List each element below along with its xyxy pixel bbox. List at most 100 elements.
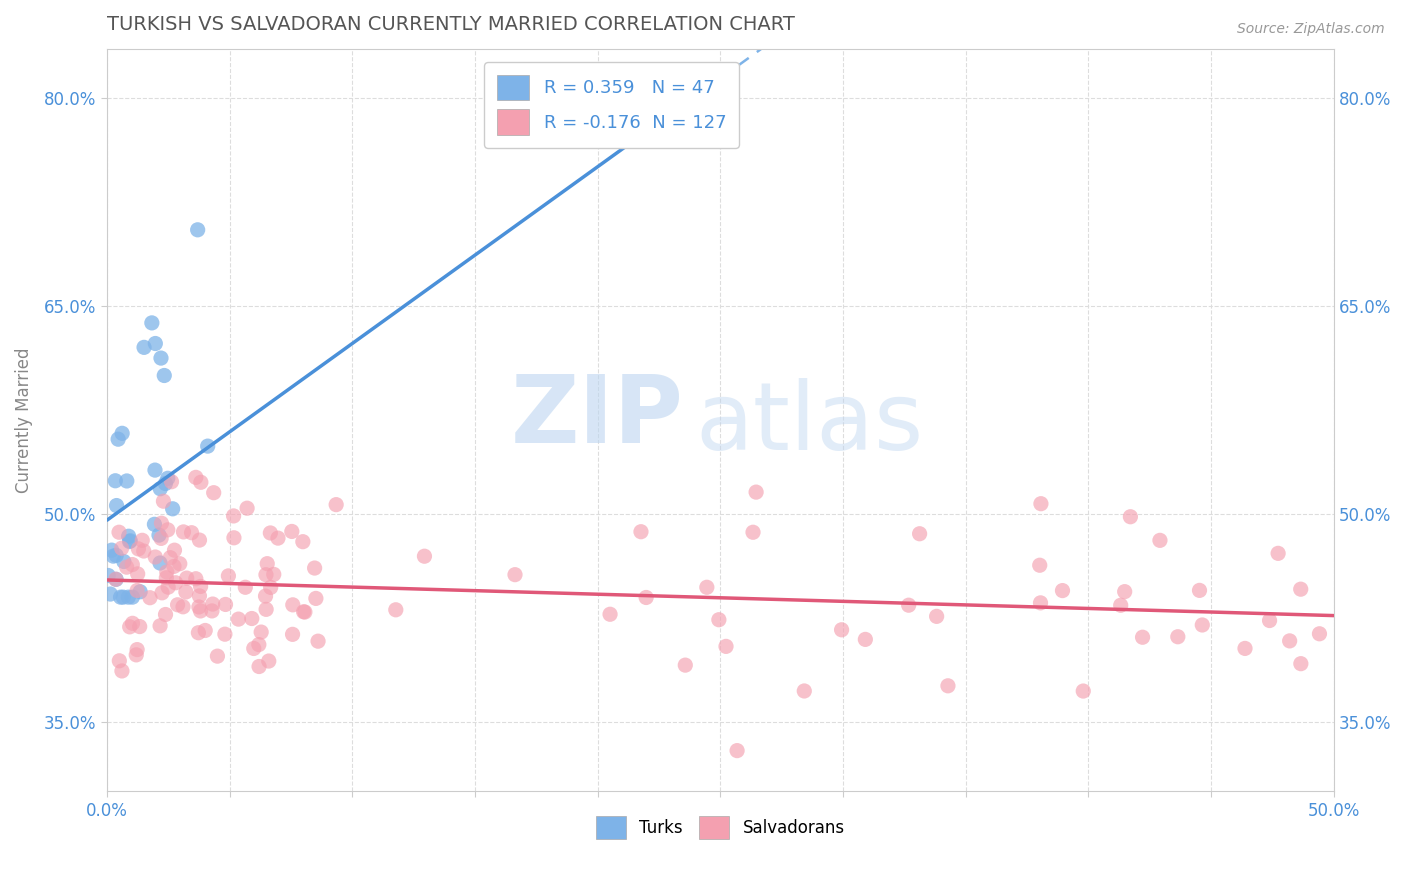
Point: [307, 634, 329, 648]
Point: [292, 605, 315, 619]
Point: [897, 598, 920, 612]
Point: [128, 619, 150, 633]
Point: [105, 499, 128, 513]
Point: [742, 525, 765, 540]
Point: [519, 132, 541, 146]
Point: [110, 590, 132, 604]
Point: [131, 533, 153, 548]
Point: [636, 591, 658, 605]
Point: [222, 531, 245, 545]
Y-axis label: Currently Married: Currently Married: [15, 348, 32, 493]
Point: [260, 581, 283, 595]
Point: [254, 567, 277, 582]
Point: [162, 501, 184, 516]
Point: [129, 584, 152, 599]
Point: [197, 439, 219, 453]
Point: [675, 132, 697, 146]
Point: [188, 533, 211, 547]
Point: [908, 526, 931, 541]
Point: [174, 585, 197, 599]
Point: [176, 571, 198, 585]
Point: [1308, 627, 1330, 641]
Point: [613, 132, 636, 146]
Point: [678, 132, 700, 146]
Point: [159, 550, 181, 565]
Point: [202, 485, 225, 500]
Point: [165, 575, 187, 590]
Point: [707, 613, 730, 627]
Point: [259, 525, 281, 540]
Point: [143, 336, 166, 351]
Point: [240, 611, 263, 625]
Point: [1149, 533, 1171, 548]
Point: [111, 541, 134, 556]
Point: [112, 554, 135, 568]
Point: [1119, 509, 1142, 524]
Point: [644, 132, 666, 146]
Point: [706, 132, 728, 146]
Point: [155, 607, 177, 622]
Point: [118, 620, 141, 634]
Point: [1071, 684, 1094, 698]
Point: [150, 586, 173, 600]
Point: [163, 543, 186, 558]
Point: [155, 476, 177, 491]
Point: [150, 516, 173, 531]
Point: [132, 340, 155, 354]
Point: [630, 132, 652, 146]
Text: atlas: atlas: [696, 378, 924, 470]
Point: [194, 624, 217, 638]
Point: [247, 638, 270, 652]
Point: [108, 525, 131, 540]
Point: [1167, 630, 1189, 644]
Point: [325, 498, 347, 512]
Point: [1191, 618, 1213, 632]
Point: [163, 559, 186, 574]
Point: [149, 482, 172, 496]
Text: TURKISH VS SALVADORAN CURRENTLY MARRIED CORRELATION CHART: TURKISH VS SALVADORAN CURRENTLY MARRIED …: [107, 15, 794, 34]
Point: [725, 743, 748, 757]
Point: [599, 607, 621, 622]
Point: [1028, 558, 1050, 573]
Point: [1114, 584, 1136, 599]
Point: [281, 524, 304, 539]
Point: [105, 549, 128, 563]
Point: [831, 623, 853, 637]
Point: [156, 523, 179, 537]
Legend: Turks, Salvadorans: Turks, Salvadorans: [589, 809, 852, 846]
Point: [281, 598, 304, 612]
Point: [304, 561, 326, 575]
Point: [184, 572, 207, 586]
Point: [190, 579, 212, 593]
Point: [1052, 583, 1074, 598]
Point: [118, 529, 141, 543]
Point: [256, 557, 278, 571]
Point: [214, 627, 236, 641]
Point: [853, 632, 876, 647]
Point: [648, 132, 671, 146]
Point: [217, 569, 239, 583]
Text: Source: ZipAtlas.com: Source: ZipAtlas.com: [1237, 22, 1385, 37]
Point: [160, 475, 183, 489]
Point: [281, 627, 304, 641]
Point: [121, 590, 143, 604]
Point: [1132, 630, 1154, 644]
Point: [247, 659, 270, 673]
Point: [385, 603, 408, 617]
Point: [236, 501, 259, 516]
Point: [294, 605, 316, 619]
Point: [263, 567, 285, 582]
Point: [233, 580, 256, 594]
Point: [201, 604, 224, 618]
Point: [254, 589, 277, 603]
Point: [169, 557, 191, 571]
Point: [187, 599, 209, 614]
Point: [141, 316, 163, 330]
Point: [97, 568, 120, 582]
Point: [148, 528, 170, 542]
Point: [149, 619, 172, 633]
Point: [143, 463, 166, 477]
Point: [125, 648, 148, 662]
Point: [413, 549, 436, 564]
Point: [1109, 599, 1132, 613]
